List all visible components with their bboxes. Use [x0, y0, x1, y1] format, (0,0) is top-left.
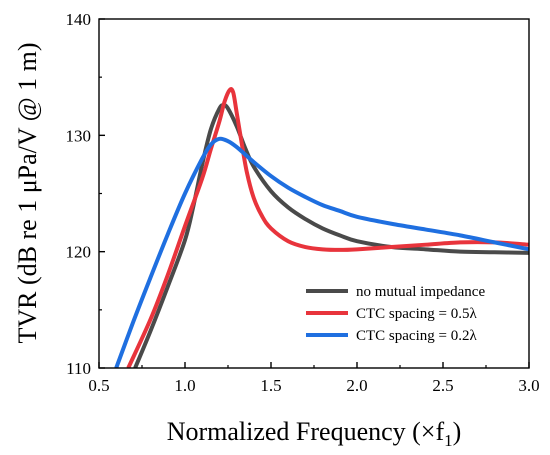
legend-label-3: CTC spacing = 0.2λ: [356, 328, 477, 344]
x-tick-label: 2.0: [346, 376, 367, 395]
series-line-2: [126, 87, 529, 368]
x-tick-label: 0.5: [88, 376, 109, 395]
series-line-3: [114, 136, 529, 368]
x-tick-label: 1.5: [260, 376, 281, 395]
y-tick-label: 130: [66, 126, 92, 145]
x-tick-label: 1.0: [174, 376, 195, 395]
x-tick-label: 3.0: [518, 376, 539, 395]
y-tick-label: 140: [66, 10, 92, 29]
x-tick-label: 2.5: [432, 376, 453, 395]
ticks-layer: 0.5 1.0 1.5 2.0 2.5 3.0 110 120 130 140: [66, 10, 540, 395]
y-axis-label: TVR (dB re 1 μPa/V @ 1 m): [13, 43, 42, 344]
x-axis-label: Normalized Frequency (×f1): [167, 417, 462, 450]
legend: no mutual impedance CTC spacing = 0.5λ CTC…: [306, 284, 485, 344]
legend-label-2: CTC spacing = 0.5λ: [356, 306, 477, 322]
legend-label-1: no mutual impedance: [356, 284, 485, 300]
y-tick-label: 110: [66, 359, 91, 378]
y-tick-label: 120: [66, 243, 92, 262]
series-layer: [114, 87, 529, 368]
